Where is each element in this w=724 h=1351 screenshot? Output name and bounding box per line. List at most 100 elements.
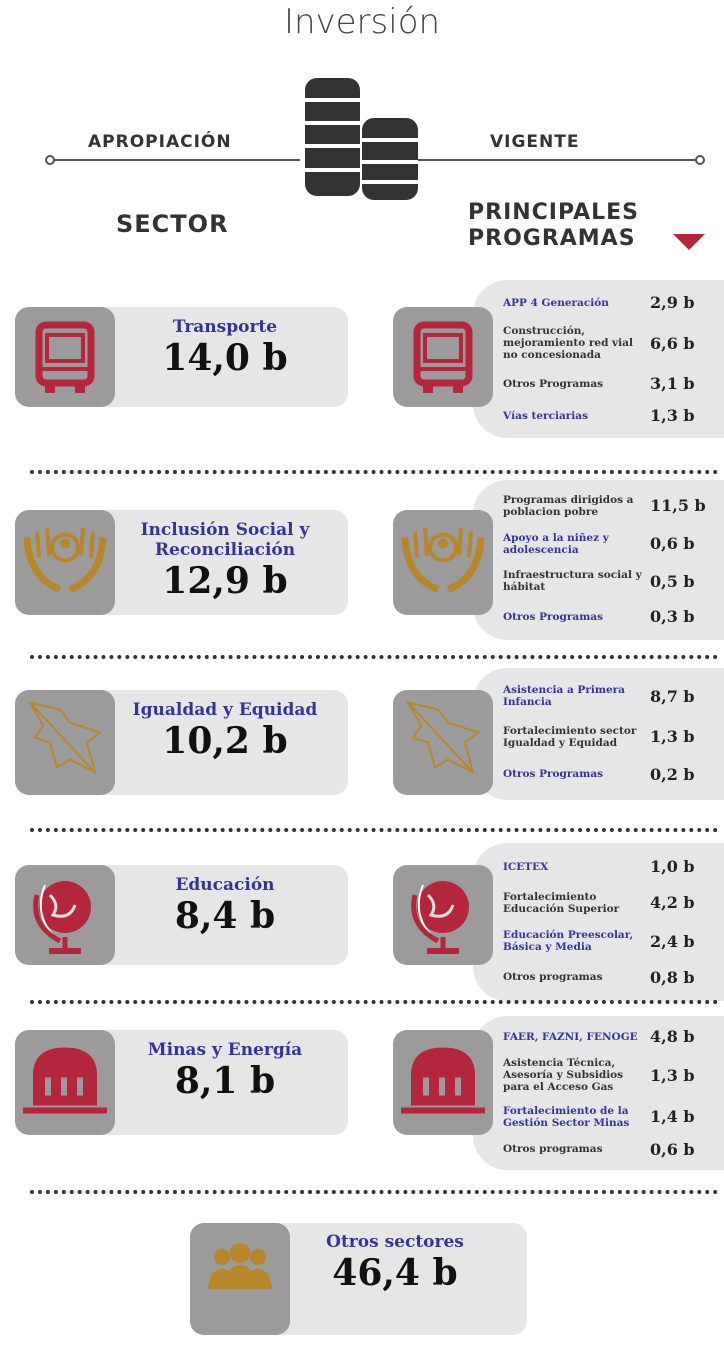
icon	[401, 1047, 485, 1114]
program-row: Otros Programas 0,2 b	[503, 765, 724, 784]
icon-box	[15, 1030, 115, 1135]
program-name: Otros Programas	[503, 768, 604, 781]
icon-box	[15, 690, 115, 795]
icon-box	[190, 1223, 290, 1335]
program-row: Otros programas 0,6 b	[503, 1140, 724, 1159]
program-value: 1,3 b	[650, 727, 695, 746]
header-graphic	[45, 78, 705, 200]
program-name: Otros Programas	[503, 610, 604, 623]
sector-text: Igualdad y Equidad 10,2 b	[125, 700, 325, 762]
program-value: 1,0 b	[650, 857, 695, 877]
program-name: ICETEX	[503, 860, 549, 873]
icon-part	[208, 1265, 272, 1289]
sector-text: Otros sectores 46,4 b	[295, 1232, 495, 1294]
program-value: 0,3 b	[650, 607, 695, 627]
program-name: Asistencia Técnica, Asesoría y Subsidios…	[503, 1057, 624, 1094]
program-value: 0,2 b	[650, 764, 695, 784]
icon-box	[393, 865, 493, 965]
icon-part	[75, 383, 85, 393]
program-row: Vías terciarias 1,3 b	[503, 406, 724, 425]
icon-part	[455, 1077, 461, 1096]
program-name: Fortalecimiento sector Igualdad y Equida…	[503, 724, 637, 749]
program-value: 1,3 b	[650, 1065, 695, 1085]
program-row: Fortalecimiento sector Igualdad y Equida…	[503, 725, 724, 749]
icon-box	[15, 865, 115, 965]
icon-part	[413, 527, 473, 558]
program-name: Vías terciarias	[503, 409, 588, 422]
sector-value: 14,0 b	[162, 337, 288, 379]
coins	[305, 78, 418, 200]
icon-part	[406, 701, 481, 775]
icon-box	[393, 510, 493, 615]
program-value: 6,6 b	[650, 333, 695, 353]
program-name: Apoyo a la niñez y adolescencia	[503, 531, 609, 556]
icon-part	[23, 1107, 107, 1114]
program-name: Otros Programas	[503, 377, 604, 390]
icon-part	[411, 1047, 475, 1106]
icon-part	[230, 1243, 250, 1263]
icon-part	[33, 894, 62, 944]
icon-part	[417, 881, 469, 933]
left-label: APROPIACIÓN	[88, 132, 232, 152]
program-row: Asistencia a Primera Infancia 8,7 b	[503, 684, 724, 708]
sector-value: 12,9 b	[162, 560, 288, 602]
program-row: Educación Preescolar, Básica y Media 2,4 …	[503, 929, 724, 953]
program-row: Otros Programas 0,3 b	[503, 607, 724, 626]
separator	[30, 1190, 718, 1194]
icon-part	[453, 383, 463, 393]
icon	[35, 321, 95, 393]
icon-part	[439, 1077, 445, 1096]
coin-lines	[305, 98, 418, 184]
program-value: 1,3 b	[650, 406, 695, 425]
icon-part	[401, 1107, 485, 1114]
sector-name: Igualdad y Equidad	[132, 700, 318, 720]
program-row: APP 4 Generación 2,9 b	[503, 293, 724, 312]
program-value: 2,9 b	[650, 293, 695, 312]
icon	[406, 701, 481, 775]
separator	[30, 1000, 718, 1004]
icon-part	[411, 894, 440, 944]
icon-box	[15, 307, 115, 407]
program-row: Asistencia Técnica, Asesoría y Subsidios…	[503, 1057, 724, 1093]
icon	[33, 881, 91, 954]
icon-part	[423, 383, 433, 393]
program-value: 0,6 b	[650, 1139, 695, 1159]
sector-name: Minas y Energía	[147, 1040, 303, 1060]
icon	[23, 527, 107, 593]
title: Inversión	[283, 2, 441, 42]
program-row: FAER, FAZNI, FENOGE 4,8 b	[503, 1027, 724, 1046]
program-name: Fortalecimiento de la Gestión Sector Min…	[503, 1104, 630, 1129]
separator	[30, 828, 718, 832]
icon-part	[50, 532, 80, 563]
sector-name: Inclusión Social y Reconciliación	[140, 520, 310, 560]
programs-label-line: PROGRAMAS	[468, 226, 636, 251]
sector-text: Transporte 14,0 b	[125, 317, 325, 379]
program-value: 8,7 b	[650, 686, 695, 706]
program-name: Fortalecimiento Educación Superior	[503, 890, 620, 915]
icon-part	[427, 948, 459, 954]
coin-stack	[362, 118, 418, 200]
programs-label: PRINCIPALES PROGRAMAS	[468, 200, 639, 252]
program-value: 0,5 b	[650, 571, 695, 591]
icon-part	[35, 527, 95, 558]
icon	[28, 701, 103, 775]
icon-part	[438, 538, 448, 549]
sector-value: 8,4 b	[174, 895, 276, 937]
program-name: Otros programas	[503, 971, 603, 984]
programs-label-line: PRINCIPALES	[468, 200, 640, 225]
sector-value: 8,1 b	[174, 1060, 276, 1102]
program-value: 4,8 b	[650, 1027, 695, 1047]
icon-part	[23, 537, 107, 593]
sector-name: Educación	[175, 875, 275, 895]
icon	[411, 881, 469, 954]
icon-part	[250, 1249, 266, 1265]
icon-part	[60, 538, 70, 549]
icon-part	[45, 333, 85, 363]
sector-value: 46,4 b	[332, 1252, 458, 1294]
program-name: FAER, FAZNI, FENOGE	[503, 1030, 638, 1043]
icon-part	[39, 881, 91, 933]
sector-text: Inclusión Social y Reconciliación 12,9 b	[125, 520, 325, 602]
sector-label: SECTOR	[116, 210, 229, 238]
icon-part	[428, 532, 458, 563]
sector-name: Transporte	[172, 317, 278, 337]
